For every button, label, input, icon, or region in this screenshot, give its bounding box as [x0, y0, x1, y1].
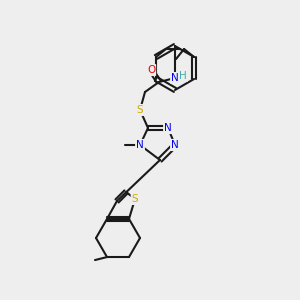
Text: H: H — [179, 71, 187, 81]
Text: N: N — [171, 140, 179, 150]
Text: N: N — [136, 140, 144, 150]
Text: N: N — [171, 73, 179, 83]
Text: S: S — [132, 194, 138, 204]
Text: O: O — [147, 65, 155, 75]
Text: S: S — [137, 105, 143, 115]
Text: N: N — [164, 123, 172, 133]
